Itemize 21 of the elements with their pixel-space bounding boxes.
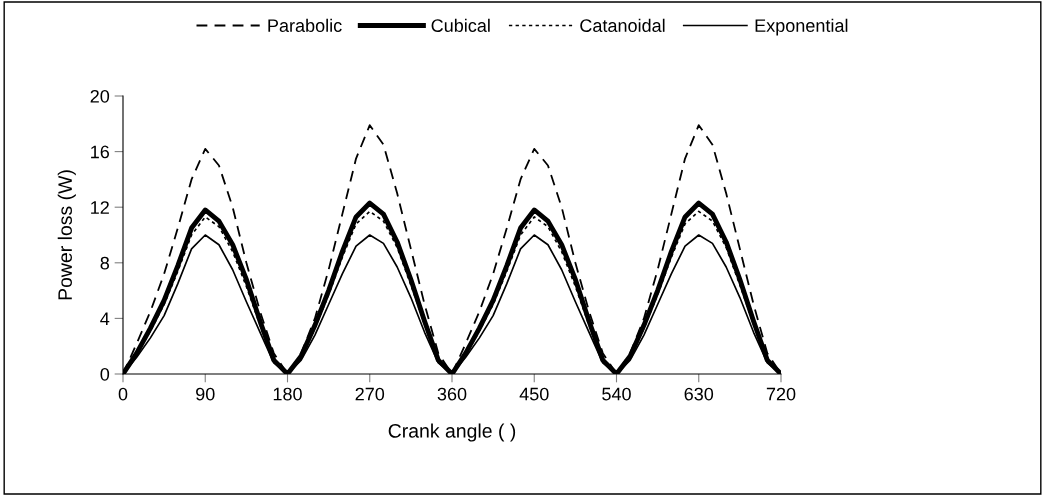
x-tick-label: 270 (355, 387, 385, 401)
y-tick-label: 0 (100, 367, 110, 381)
legend-label: Exponential (755, 18, 848, 36)
x-tick-label: 720 (766, 387, 796, 401)
y-axis-title: Power loss (W) (57, 170, 76, 300)
y-tick-label: 8 (100, 256, 110, 270)
y-tick-label: 20 (90, 89, 110, 103)
y-tick-label: 16 (91, 145, 110, 159)
x-tick-label: 90 (196, 387, 215, 401)
x-tick-label: 180 (273, 387, 302, 401)
legend-label: Catanoidal (580, 18, 665, 32)
x-tick-label: 0 (118, 387, 128, 401)
legend-label: Cubical (431, 18, 490, 32)
x-tick-label: 360 (437, 387, 467, 401)
x-tick-label: 540 (602, 387, 631, 401)
y-tick-label: 12 (91, 201, 109, 214)
x-axis-title: Crank angle ( ) (388, 423, 516, 442)
x-tick-label: 450 (519, 387, 549, 401)
y-tick-label: 4 (100, 312, 110, 325)
legend-label: Parabolic (268, 18, 342, 32)
x-tick-label: 630 (684, 387, 714, 401)
